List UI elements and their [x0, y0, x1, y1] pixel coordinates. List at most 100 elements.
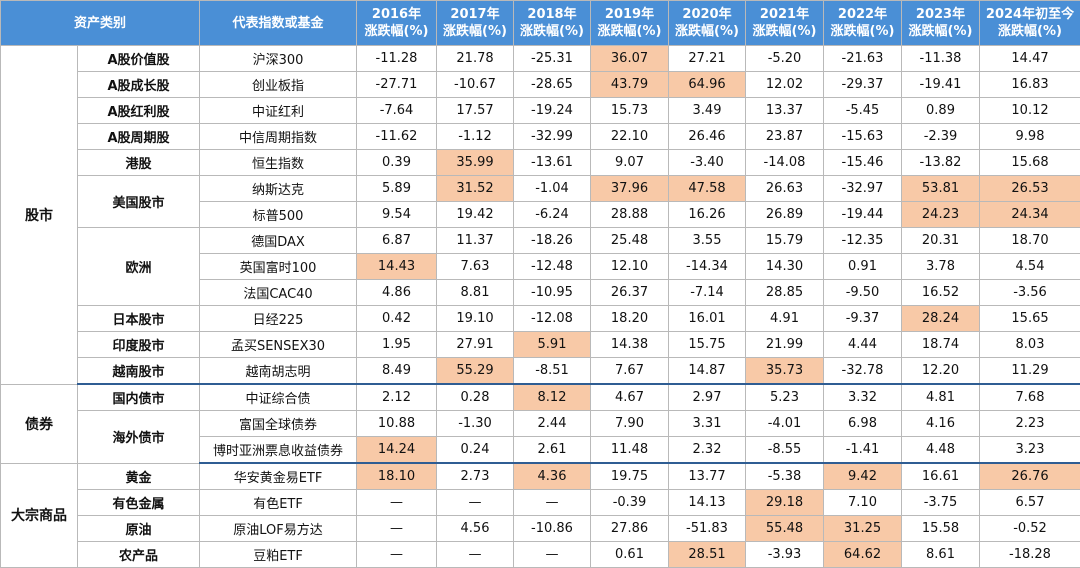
index-name-cell: 沪深300	[200, 46, 357, 72]
value-cell: 7.68	[980, 384, 1080, 411]
header-change-label: 涨跌幅(%)	[980, 23, 1080, 40]
value-cell: 7.67	[591, 358, 669, 385]
value-cell: 7.10	[824, 490, 902, 516]
value-cell: -32.78	[824, 358, 902, 385]
value-cell: 35.99	[437, 150, 514, 176]
header-change-label: 涨跌幅(%)	[746, 23, 823, 40]
value-cell: 4.67	[591, 384, 669, 411]
value-cell: -3.40	[669, 150, 746, 176]
value-cell: -11.38	[902, 46, 980, 72]
index-name-cell: 原油LOF易方达	[200, 516, 357, 542]
value-cell: 28.88	[591, 202, 669, 228]
value-cell: -1.12	[437, 124, 514, 150]
value-cell: 0.42	[357, 306, 437, 332]
value-cell: 15.75	[669, 332, 746, 358]
value-cell: 4.54	[980, 254, 1080, 280]
value-cell: 13.77	[669, 463, 746, 490]
index-name-cell: 中证综合债	[200, 384, 357, 411]
category-cell: 股市	[1, 46, 78, 385]
value-cell: 35.73	[746, 358, 824, 385]
header-year-label: 2019年	[591, 6, 668, 23]
header-year-label: 2020年	[669, 6, 745, 23]
index-name-cell: 中证红利	[200, 98, 357, 124]
header-year-2: 2018年涨跌幅(%)	[514, 1, 591, 46]
value-cell: -14.34	[669, 254, 746, 280]
value-cell: -12.08	[514, 306, 591, 332]
value-cell: 20.31	[902, 228, 980, 254]
value-cell: -19.44	[824, 202, 902, 228]
index-name-cell: 标普500	[200, 202, 357, 228]
value-cell: 4.44	[824, 332, 902, 358]
value-cell: 2.32	[669, 437, 746, 464]
value-cell: -10.67	[437, 72, 514, 98]
value-cell: 29.18	[746, 490, 824, 516]
header-year-label: 2021年	[746, 6, 823, 23]
value-cell: 31.52	[437, 176, 514, 202]
value-cell: 26.76	[980, 463, 1080, 490]
value-cell: 4.48	[902, 437, 980, 464]
value-cell: 9.07	[591, 150, 669, 176]
value-cell: -10.95	[514, 280, 591, 306]
value-cell: 15.65	[980, 306, 1080, 332]
value-cell: 4.56	[437, 516, 514, 542]
value-cell: 19.75	[591, 463, 669, 490]
value-cell: 14.13	[669, 490, 746, 516]
value-cell: 14.87	[669, 358, 746, 385]
value-cell: 16.83	[980, 72, 1080, 98]
value-cell: 36.07	[591, 46, 669, 72]
value-cell: 3.23	[980, 437, 1080, 464]
value-cell: 15.79	[746, 228, 824, 254]
subcategory-cell: 海外债市	[78, 411, 200, 464]
value-cell: -27.71	[357, 72, 437, 98]
value-cell: 14.24	[357, 437, 437, 464]
value-cell: -8.55	[746, 437, 824, 464]
header-change-label: 涨跌幅(%)	[437, 23, 513, 40]
index-name-cell: 创业板指	[200, 72, 357, 98]
value-cell: 12.10	[591, 254, 669, 280]
value-cell: 2.12	[357, 384, 437, 411]
subcategory-cell: A股红利股	[78, 98, 200, 124]
value-cell: 0.24	[437, 437, 514, 464]
value-cell: 6.98	[824, 411, 902, 437]
subcategory-cell: A股周期股	[78, 124, 200, 150]
value-cell: —	[357, 490, 437, 516]
index-name-cell: 越南胡志明	[200, 358, 357, 385]
value-cell: -32.99	[514, 124, 591, 150]
value-cell: 18.20	[591, 306, 669, 332]
value-cell: 2.61	[514, 437, 591, 464]
header-change-label: 涨跌幅(%)	[824, 23, 901, 40]
index-name-cell: 恒生指数	[200, 150, 357, 176]
value-cell: 13.37	[746, 98, 824, 124]
value-cell: 3.78	[902, 254, 980, 280]
subcategory-cell: 国内债市	[78, 384, 200, 411]
value-cell: —	[514, 490, 591, 516]
header-year-6: 2022年涨跌幅(%)	[824, 1, 902, 46]
value-cell: 26.37	[591, 280, 669, 306]
value-cell: -5.38	[746, 463, 824, 490]
value-cell: 21.78	[437, 46, 514, 72]
value-cell: -7.64	[357, 98, 437, 124]
value-cell: 27.91	[437, 332, 514, 358]
value-cell: 3.55	[669, 228, 746, 254]
value-cell: 43.79	[591, 72, 669, 98]
header-year-5: 2021年涨跌幅(%)	[746, 1, 824, 46]
value-cell: 8.12	[514, 384, 591, 411]
value-cell: 6.57	[980, 490, 1080, 516]
value-cell: -19.24	[514, 98, 591, 124]
header-year-label: 2022年	[824, 6, 901, 23]
value-cell: 2.97	[669, 384, 746, 411]
value-cell: 5.91	[514, 332, 591, 358]
header-year-label: 2018年	[514, 6, 590, 23]
index-name-cell: 有色ETF	[200, 490, 357, 516]
header-year-4: 2020年涨跌幅(%)	[669, 1, 746, 46]
header-year-1: 2017年涨跌幅(%)	[437, 1, 514, 46]
category-cell: 大宗商品	[1, 463, 78, 568]
index-name-cell: 法国CAC40	[200, 280, 357, 306]
index-name-cell: 孟买SENSEX30	[200, 332, 357, 358]
value-cell: 9.54	[357, 202, 437, 228]
value-cell: 15.58	[902, 516, 980, 542]
